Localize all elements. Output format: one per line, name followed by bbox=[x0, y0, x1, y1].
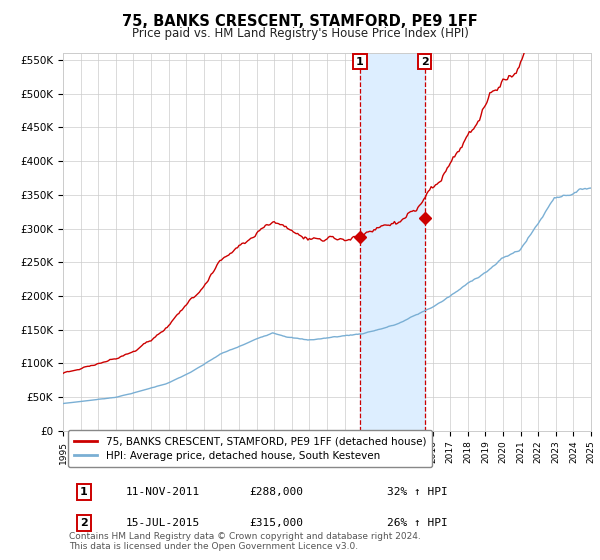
Text: This data is licensed under the Open Government Licence v3.0.: This data is licensed under the Open Gov… bbox=[69, 542, 358, 551]
Text: 32% ↑ HPI: 32% ↑ HPI bbox=[387, 487, 448, 497]
Text: 1: 1 bbox=[80, 487, 88, 497]
Text: £288,000: £288,000 bbox=[249, 487, 303, 497]
Text: 1: 1 bbox=[356, 57, 364, 67]
Text: Price paid vs. HM Land Registry's House Price Index (HPI): Price paid vs. HM Land Registry's House … bbox=[131, 27, 469, 40]
Text: Contains HM Land Registry data © Crown copyright and database right 2024.: Contains HM Land Registry data © Crown c… bbox=[69, 532, 421, 541]
Text: 26% ↑ HPI: 26% ↑ HPI bbox=[387, 518, 448, 528]
Text: £315,000: £315,000 bbox=[249, 518, 303, 528]
Text: 11-NOV-2011: 11-NOV-2011 bbox=[126, 487, 200, 497]
Text: 2: 2 bbox=[80, 518, 88, 528]
Bar bbox=[360, 53, 425, 431]
Text: 75, BANKS CRESCENT, STAMFORD, PE9 1FF: 75, BANKS CRESCENT, STAMFORD, PE9 1FF bbox=[122, 14, 478, 29]
Text: 15-JUL-2015: 15-JUL-2015 bbox=[126, 518, 200, 528]
Legend: 75, BANKS CRESCENT, STAMFORD, PE9 1FF (detached house), HPI: Average price, deta: 75, BANKS CRESCENT, STAMFORD, PE9 1FF (d… bbox=[68, 430, 433, 467]
Text: 2: 2 bbox=[421, 57, 428, 67]
